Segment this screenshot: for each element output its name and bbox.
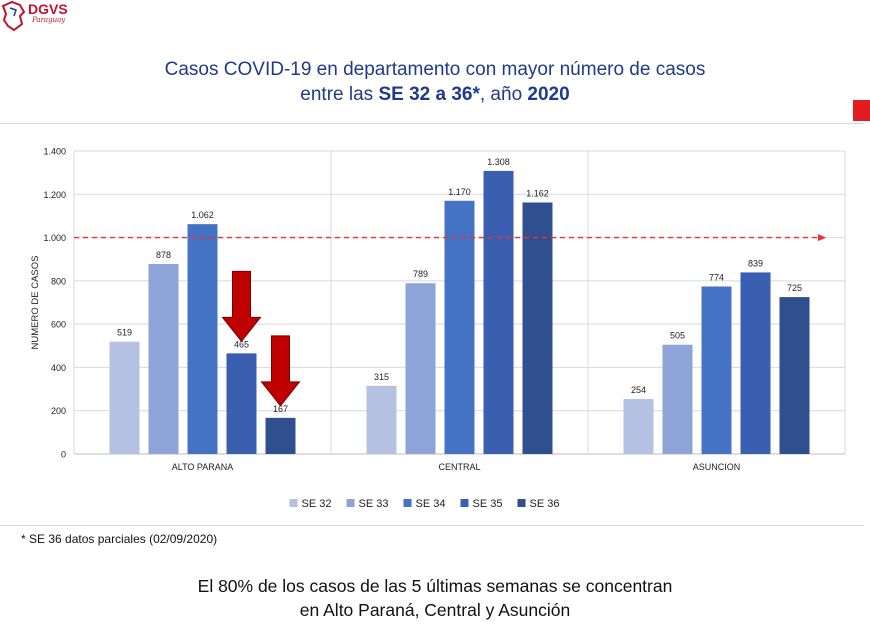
bar	[483, 170, 514, 454]
bar	[701, 286, 732, 454]
bar-value-label: 789	[413, 269, 428, 279]
legend-swatch	[289, 499, 298, 507]
logo-text: DGVS	[28, 1, 68, 17]
bar-value-label: 1.162	[526, 189, 549, 199]
y-tick-label: 600	[51, 320, 66, 330]
threshold-arrowhead	[818, 234, 826, 242]
legend-label: SE 33	[359, 498, 389, 510]
bar	[740, 272, 771, 454]
y-tick-label: 1.400	[43, 147, 66, 157]
bar-value-label: 725	[787, 283, 802, 293]
bar	[187, 224, 218, 454]
bar	[265, 417, 296, 454]
bar-value-label: 774	[709, 272, 724, 282]
y-tick-label: 200	[51, 406, 66, 416]
category-label: ASUNCION	[693, 462, 741, 472]
bar	[405, 283, 436, 454]
y-tick-label: 0	[61, 450, 66, 460]
bar	[662, 344, 693, 454]
bar-value-label: 505	[670, 331, 685, 341]
bar	[444, 200, 475, 454]
conclusion-line-2: en Alto Paraná, Central y Asunción	[299, 600, 571, 620]
legend-swatch	[403, 499, 412, 507]
bar	[366, 385, 397, 454]
bar-value-label: 519	[117, 328, 132, 338]
bar-value-label: 1.062	[191, 210, 214, 220]
bar-value-label: 1.308	[487, 157, 510, 167]
bar	[522, 202, 553, 454]
conclusion-text: El 80% de los casos de las 5 últimas sem…	[0, 574, 870, 622]
bar-value-label: 315	[374, 372, 389, 382]
legend-label: SE 34	[416, 498, 446, 510]
conclusion-line-1: El 80% de los casos de las 5 últimas sem…	[197, 576, 673, 596]
brand-accent-square	[853, 100, 870, 121]
title-line2-pre: entre las	[300, 84, 379, 105]
title-line-1: Casos COVID-19 en departamento con mayor…	[164, 59, 706, 80]
legend-label: SE 35	[473, 498, 503, 510]
bar	[109, 341, 140, 454]
bar-value-label: 254	[631, 385, 646, 395]
legend-label: SE 36	[530, 498, 560, 510]
chart-frame: 0 200 400 600 800 1.000 1.200 1.400 NUMERO DE CA…	[0, 123, 864, 526]
footnote: * SE 36 datos parciales (02/09/2020)	[21, 532, 218, 546]
bar	[148, 263, 179, 454]
decrease-arrow-icon	[260, 335, 301, 407]
category-label: ALTO PARANA	[172, 462, 234, 472]
y-tick-label: 1.000	[43, 233, 66, 243]
decrease-arrow-icon	[221, 270, 262, 343]
legend-swatch	[517, 499, 526, 507]
slide-title: Casos COVID-19 en departamento con mayor…	[0, 57, 870, 107]
y-tick-label: 800	[51, 276, 66, 286]
category-label: CENTRAL	[438, 462, 480, 472]
bar-value-label: 167	[273, 404, 288, 414]
title-line2-mid: , año	[479, 84, 528, 105]
title-year: 2020	[527, 84, 570, 105]
y-tick-label: 1.200	[43, 190, 66, 200]
title-line-2: entre las SE 32 a 36*, año 2020	[0, 82, 870, 107]
bar-chart: 0 200 400 600 800 1.000 1.200 1.400 NUMERO DE CA…	[30, 147, 846, 510]
bar	[779, 297, 810, 454]
logo-subtext: Paraguay	[32, 16, 66, 24]
title-weeks: SE 32 a 36*	[378, 84, 480, 105]
bar-value-label: 465	[234, 339, 249, 349]
legend-label: SE 32	[302, 498, 332, 510]
bar	[226, 353, 257, 454]
dgvs-logo: DGVS Paraguay	[0, 0, 90, 38]
bar	[623, 399, 654, 454]
legend-swatch	[346, 499, 355, 507]
bar-value-label: 878	[156, 250, 171, 260]
paraguay-map-icon	[1, 0, 26, 32]
bar-value-label: 839	[748, 258, 763, 268]
legend-swatch	[460, 499, 469, 507]
y-axis-title: NUMERO DE CASOS	[30, 256, 41, 350]
bar-value-label: 1.170	[448, 187, 471, 197]
y-tick-label: 400	[51, 363, 66, 373]
